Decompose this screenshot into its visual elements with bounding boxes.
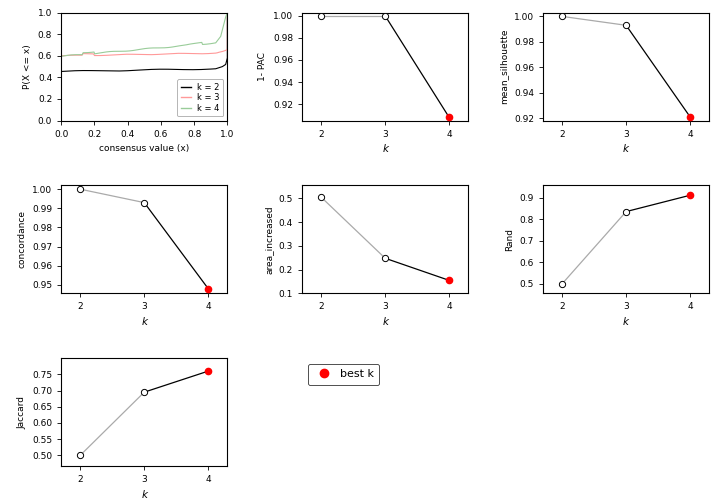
Y-axis label: Jaccard: Jaccard: [17, 396, 27, 429]
Y-axis label: 1- PAC: 1- PAC: [258, 52, 267, 81]
X-axis label: k: k: [382, 144, 388, 154]
Legend: k = 2, k = 3, k = 4: k = 2, k = 3, k = 4: [177, 80, 223, 116]
Y-axis label: P(X <= x): P(X <= x): [23, 44, 32, 89]
X-axis label: k: k: [141, 490, 148, 500]
Legend: best k: best k: [307, 364, 379, 385]
Y-axis label: Rand: Rand: [505, 228, 514, 251]
X-axis label: k: k: [623, 144, 629, 154]
Y-axis label: mean_silhouette: mean_silhouette: [500, 29, 508, 104]
X-axis label: k: k: [382, 317, 388, 327]
Y-axis label: concordance: concordance: [17, 210, 27, 269]
X-axis label: consensus value (x): consensus value (x): [99, 144, 189, 153]
X-axis label: k: k: [141, 317, 148, 327]
Y-axis label: area_increased: area_increased: [264, 205, 273, 274]
X-axis label: k: k: [623, 317, 629, 327]
